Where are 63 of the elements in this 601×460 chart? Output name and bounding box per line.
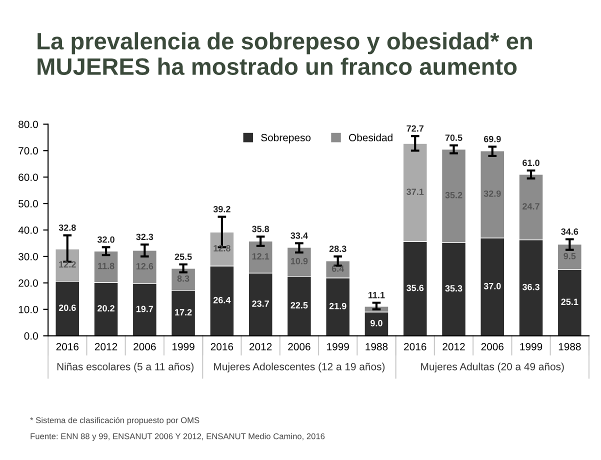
x-tick-label: 1999	[520, 343, 542, 350]
x-tick-label: 1999	[172, 343, 194, 350]
x-tick-label: 2012	[442, 343, 465, 350]
data-label: 35.6	[406, 284, 424, 292]
y-tick-label: 50.0	[18, 200, 38, 208]
data-label: 19.7	[136, 306, 154, 312]
x-tick-label: 2012	[250, 343, 272, 350]
x-tick-label: 1988	[366, 343, 388, 350]
text: Mujeres Adultas (20 a 49 años)	[421, 362, 564, 372]
data-label: 25.1	[561, 298, 578, 306]
total-label: 32.0	[97, 236, 114, 243]
data-label: 17.2	[175, 309, 192, 316]
total-label: 32.8	[58, 224, 76, 231]
data-label: 37.0	[484, 282, 501, 290]
total-label: 69.9	[484, 136, 501, 142]
x-tick-label: 1999	[327, 343, 349, 350]
total-label: 28.3	[329, 246, 346, 252]
total-label: 32.3	[136, 234, 154, 240]
x-tick-label: 2006	[481, 343, 504, 350]
total-label: 35.8	[252, 226, 270, 232]
chart-title: La prevalencia de sobrepeso y obesidad* en MUJERES ha mostrado un franco aumento	[38, 32, 532, 75]
x-tick-label: 2006	[288, 343, 310, 350]
data-label: 37.1	[406, 188, 424, 196]
y-tick-label: 10.0	[18, 306, 38, 314]
data-label: 12.2	[59, 261, 76, 268]
text: * Sistema de clasificación propuesto por OMS	[30, 416, 200, 425]
total-label: 25.5	[174, 254, 192, 260]
total-label: 39.2	[213, 206, 230, 212]
data-label: 12.8	[214, 245, 230, 252]
text: Mujeres Adolescentes (12 a 19 años)	[214, 362, 385, 372]
y-tick-label: 0.0	[24, 332, 38, 340]
data-label: 35.3	[445, 285, 462, 292]
y-tick-label: 20.0	[18, 279, 38, 287]
total-label: 61.0	[522, 160, 540, 166]
legend-label: Obesidad	[349, 134, 392, 142]
data-label: 20.2	[98, 305, 114, 312]
y-tick-label: 30.0	[18, 252, 38, 260]
legend-label: Sobrepeso	[261, 134, 311, 144]
y-tick-label: 80.0	[18, 120, 38, 128]
y-tick-label: 60.0	[18, 174, 38, 181]
total-label: 34.6	[561, 228, 578, 235]
total-label: 33.4	[290, 232, 308, 239]
x-tick-label: 2016	[56, 343, 79, 350]
data-label: 20.6	[58, 304, 76, 311]
x-tick-label: 2016	[210, 343, 234, 350]
y-tick-label: 40.0	[18, 226, 38, 234]
data-label: 21.9	[329, 302, 346, 310]
total-label: 70.5	[445, 134, 462, 141]
data-label: 23.7	[252, 300, 269, 307]
total-label: 11.1	[368, 292, 385, 298]
y-tick-label: 70.0	[18, 147, 38, 155]
total-label: 72.7	[406, 125, 424, 132]
x-tick-label: 2012	[94, 343, 118, 350]
x-tick-label: 2006	[134, 343, 156, 350]
data-label: 36.3	[522, 284, 540, 290]
data-label: 26.4	[213, 296, 231, 304]
data-label: 22.5	[290, 302, 308, 308]
x-tick-label: 1988	[558, 343, 581, 350]
text: Niñas escolares (5 a 11 años)	[57, 362, 194, 372]
source-note: Fuente: ENN 88 y 99, ENSANUT 2006 Y 2012, ENSANUT Medio Camino, 2016	[30, 433, 325, 441]
data-label: 9.0	[370, 320, 382, 326]
x-tick-label: 2016	[404, 343, 426, 350]
data-label: 6.4	[332, 265, 344, 272]
